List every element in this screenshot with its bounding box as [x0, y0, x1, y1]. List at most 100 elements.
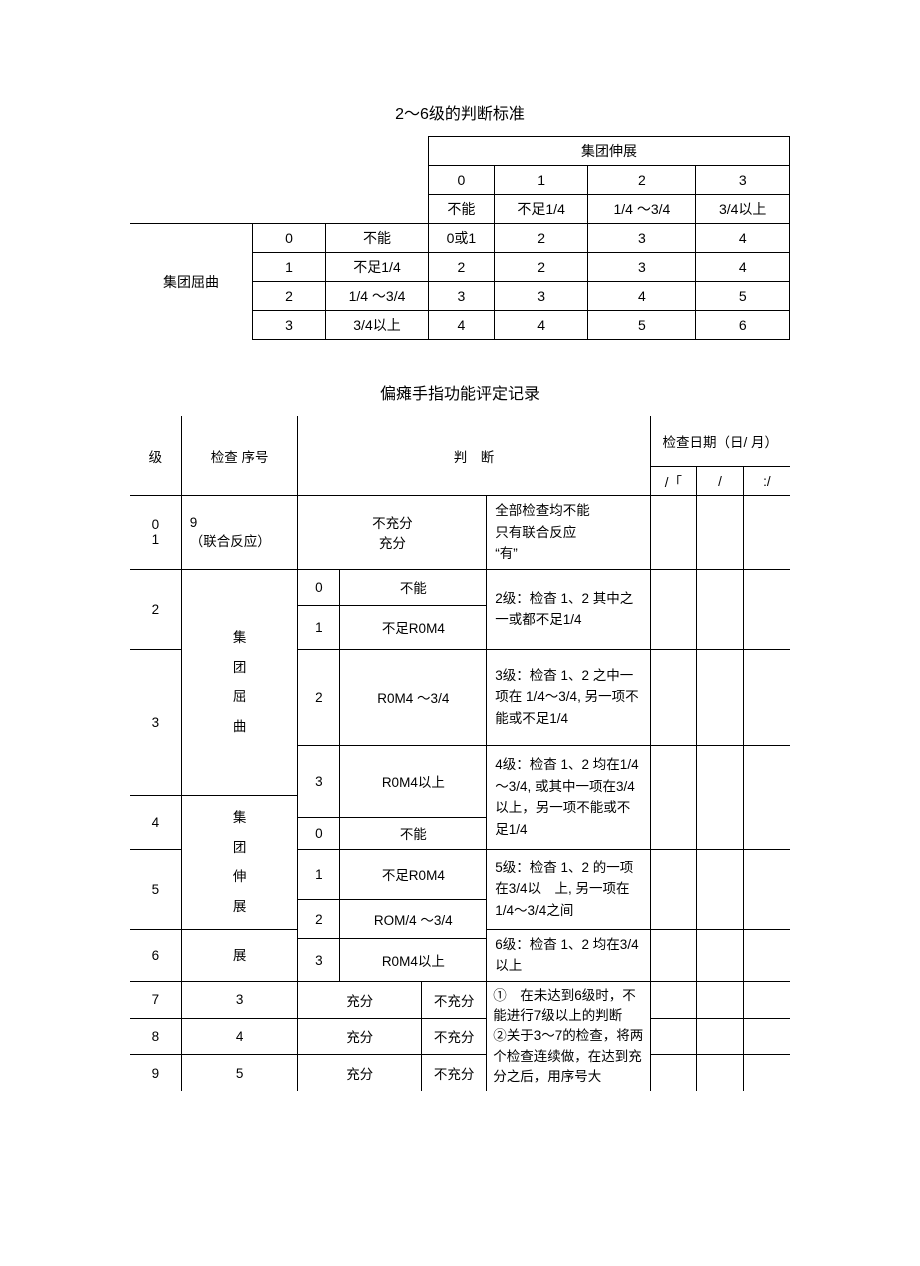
seq-num: 2: [298, 649, 340, 745]
exam-cell: 5: [181, 1055, 298, 1092]
record-cell[interactable]: [650, 649, 697, 745]
hdr-level: 级: [130, 416, 181, 496]
cell: 4: [494, 311, 588, 340]
seq-num: 3: [298, 939, 340, 982]
record-cell[interactable]: [650, 1018, 697, 1055]
judge-right: 全部检查均不能 只有联合反应 “有”: [487, 496, 650, 570]
record-cell[interactable]: [650, 929, 697, 981]
record-cell[interactable]: [743, 981, 790, 1018]
record-cell[interactable]: [697, 496, 744, 570]
record-cell[interactable]: [650, 849, 697, 929]
seq-num: 2: [298, 899, 340, 938]
table1-title: 2～6级的判断标准: [130, 100, 790, 124]
row-num: 1: [253, 253, 326, 282]
record-cell[interactable]: [697, 981, 744, 1018]
seq-text: R0M4以上: [340, 939, 487, 982]
record-cell[interactable]: [697, 745, 744, 849]
level-cell: 6: [130, 929, 181, 981]
seq-text: 不足R0M4: [340, 605, 487, 649]
record-cell[interactable]: [743, 1018, 790, 1055]
record-cell[interactable]: [697, 849, 744, 929]
row-num: 0: [253, 224, 326, 253]
row-label: 1/4 ～3/4: [326, 282, 429, 311]
col-num: 0: [429, 166, 495, 195]
cell: 3: [588, 224, 696, 253]
record-cell[interactable]: [743, 745, 790, 849]
criteria-table: 集团伸展 0 1 2 3 不能 不足1/4 1/4 ～3/4 3/4以上 集团屈…: [130, 136, 790, 340]
cell: 4: [429, 311, 495, 340]
judge-b: 不充分: [421, 1055, 486, 1092]
level-cell: 2: [130, 569, 181, 649]
level-cell: 01: [130, 496, 181, 570]
date-cell[interactable]: :/: [743, 467, 790, 496]
judge-b: 不充分: [421, 1018, 486, 1055]
ext-label-cont: 展: [181, 929, 298, 981]
bottom-note: ① 在未达到6级时，不能进行7级以上的判断 ②关于3～7的检查，将两个检查连续做…: [487, 981, 650, 1091]
cell: 5: [696, 282, 790, 311]
judge-text: 4级：检杳 1、2 均在1/4～3/4, 或其中一项在3/4以上，另一项不能或不…: [487, 745, 650, 849]
record-cell[interactable]: [650, 496, 697, 570]
judge-text: 5级：检杳 1、2 的一项在3/4以 上, 另一项在 1/4～3/4之间: [487, 849, 650, 929]
record-cell[interactable]: [697, 929, 744, 981]
judge-a: 充分: [298, 1055, 422, 1092]
record-cell[interactable]: [697, 649, 744, 745]
record-cell[interactable]: [743, 569, 790, 649]
hdr-exam: 检查 序号: [181, 416, 298, 496]
judge-text: 6级：检杳 1、2 均在3/4以上: [487, 929, 650, 981]
cell: 2: [494, 253, 588, 282]
level-cell: 8: [130, 1018, 181, 1055]
col-label: 不能: [429, 195, 495, 224]
cell: 6: [696, 311, 790, 340]
record-cell[interactable]: [650, 981, 697, 1018]
row-label: 3/4以上: [326, 311, 429, 340]
cell: 3: [429, 282, 495, 311]
cell: 2: [429, 253, 495, 282]
flex-label: 集 团 屈 曲: [181, 569, 298, 795]
record-cell[interactable]: [650, 569, 697, 649]
row-num: 3: [253, 311, 326, 340]
col-label: 不足1/4: [494, 195, 588, 224]
col-num: 3: [696, 166, 790, 195]
judge-text: 3级：检杳 1、2 之中一项在 1/4～3/4, 另一项不能或不足1/4: [487, 649, 650, 745]
cell: 5: [588, 311, 696, 340]
record-cell[interactable]: [743, 649, 790, 745]
date-cell[interactable]: /: [697, 467, 744, 496]
seq-num: 1: [298, 605, 340, 649]
hdr-date: 检查日期（日/ 月）: [650, 416, 790, 467]
record-cell[interactable]: [743, 496, 790, 570]
judge-left: 不充分 充分: [298, 496, 487, 570]
record-cell[interactable]: [743, 929, 790, 981]
seq-text: 不能: [340, 569, 487, 605]
col-label: 1/4 ～3/4: [588, 195, 696, 224]
cell: 4: [696, 253, 790, 282]
record-cell[interactable]: [697, 569, 744, 649]
record-cell[interactable]: [650, 1055, 697, 1092]
date-cell[interactable]: /「: [650, 467, 697, 496]
record-cell[interactable]: [697, 1055, 744, 1092]
seq-text: 不足R0M4: [340, 849, 487, 899]
cell: 4: [588, 282, 696, 311]
cell: 3: [494, 282, 588, 311]
exam-cell: 9 （联合反应）: [181, 496, 298, 570]
record-cell[interactable]: [650, 745, 697, 849]
record-cell[interactable]: [697, 1018, 744, 1055]
cell: 3: [588, 253, 696, 282]
seq-text: 不能: [340, 817, 487, 849]
record-cell[interactable]: [743, 1055, 790, 1092]
cell: 4: [696, 224, 790, 253]
judge-a: 充分: [298, 1018, 422, 1055]
cell: 0或1: [429, 224, 495, 253]
col-header-top: 集团伸展: [429, 137, 790, 166]
row-header: 集团屈曲: [130, 224, 253, 340]
hdr-judge: 判 断: [298, 416, 650, 496]
col-label: 3/4以上: [696, 195, 790, 224]
cell: 2: [494, 224, 588, 253]
judge-b: 不充分: [421, 981, 486, 1018]
col-num: 2: [588, 166, 696, 195]
level-cell: 4: [130, 795, 181, 849]
row-label: 不能: [326, 224, 429, 253]
row-label: 不足1/4: [326, 253, 429, 282]
seq-text: R0M4 ～3/4: [340, 649, 487, 745]
record-cell[interactable]: [743, 849, 790, 929]
seq-num: 1: [298, 849, 340, 899]
